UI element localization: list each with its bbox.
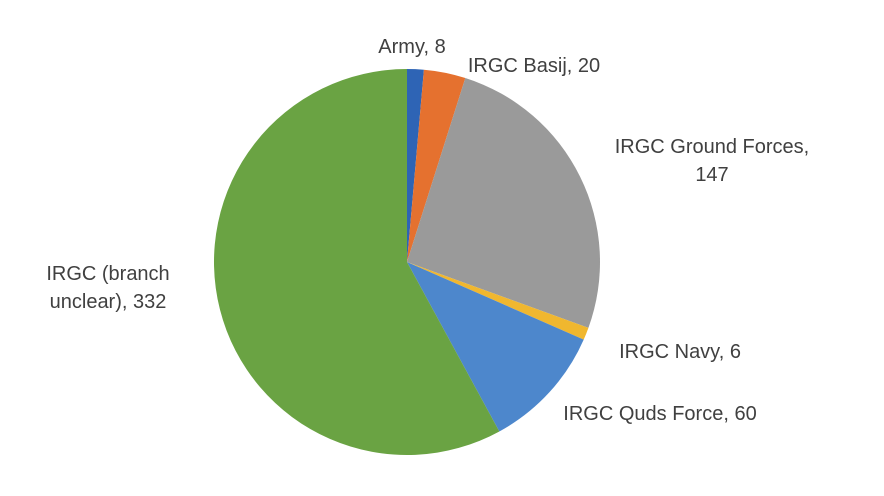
slice-label: IRGC Ground Forces, 147 — [615, 136, 810, 186]
slice-label-line: IRGC Ground Forces, — [615, 136, 810, 158]
slice-label: IRGC (branch unclear), 332 — [46, 263, 169, 313]
pie-slice — [407, 262, 589, 340]
pie-slice — [407, 69, 466, 263]
slice-label: IRGC Navy, 6 — [619, 341, 741, 363]
slice-label-line: IRGC Basij, 20 — [468, 55, 600, 77]
pie-slice — [407, 78, 600, 328]
slice-label: IRGC Basij, 20 — [468, 55, 600, 77]
slice-label: IRGC Quds Force, 60 — [563, 403, 756, 425]
pie-slice — [407, 69, 424, 262]
slice-label-line: unclear), 332 — [50, 291, 167, 313]
slice-label-line: IRGC Quds Force, 60 — [563, 403, 756, 425]
slice-label-line: Army, 8 — [378, 36, 445, 58]
slice-label-line: IRGC (branch — [46, 263, 169, 285]
slice-label-line: IRGC Navy, 6 — [619, 341, 741, 363]
pie-slices — [213, 69, 600, 456]
pie-labels: Army, 8 IRGC Basij, 20 IRGC Ground Forces,… — [46, 36, 809, 425]
slice-label-line: 147 — [695, 164, 728, 186]
slice-label: Army, 8 — [378, 36, 445, 58]
pie-slice — [213, 69, 500, 456]
pie-slice — [407, 262, 584, 432]
